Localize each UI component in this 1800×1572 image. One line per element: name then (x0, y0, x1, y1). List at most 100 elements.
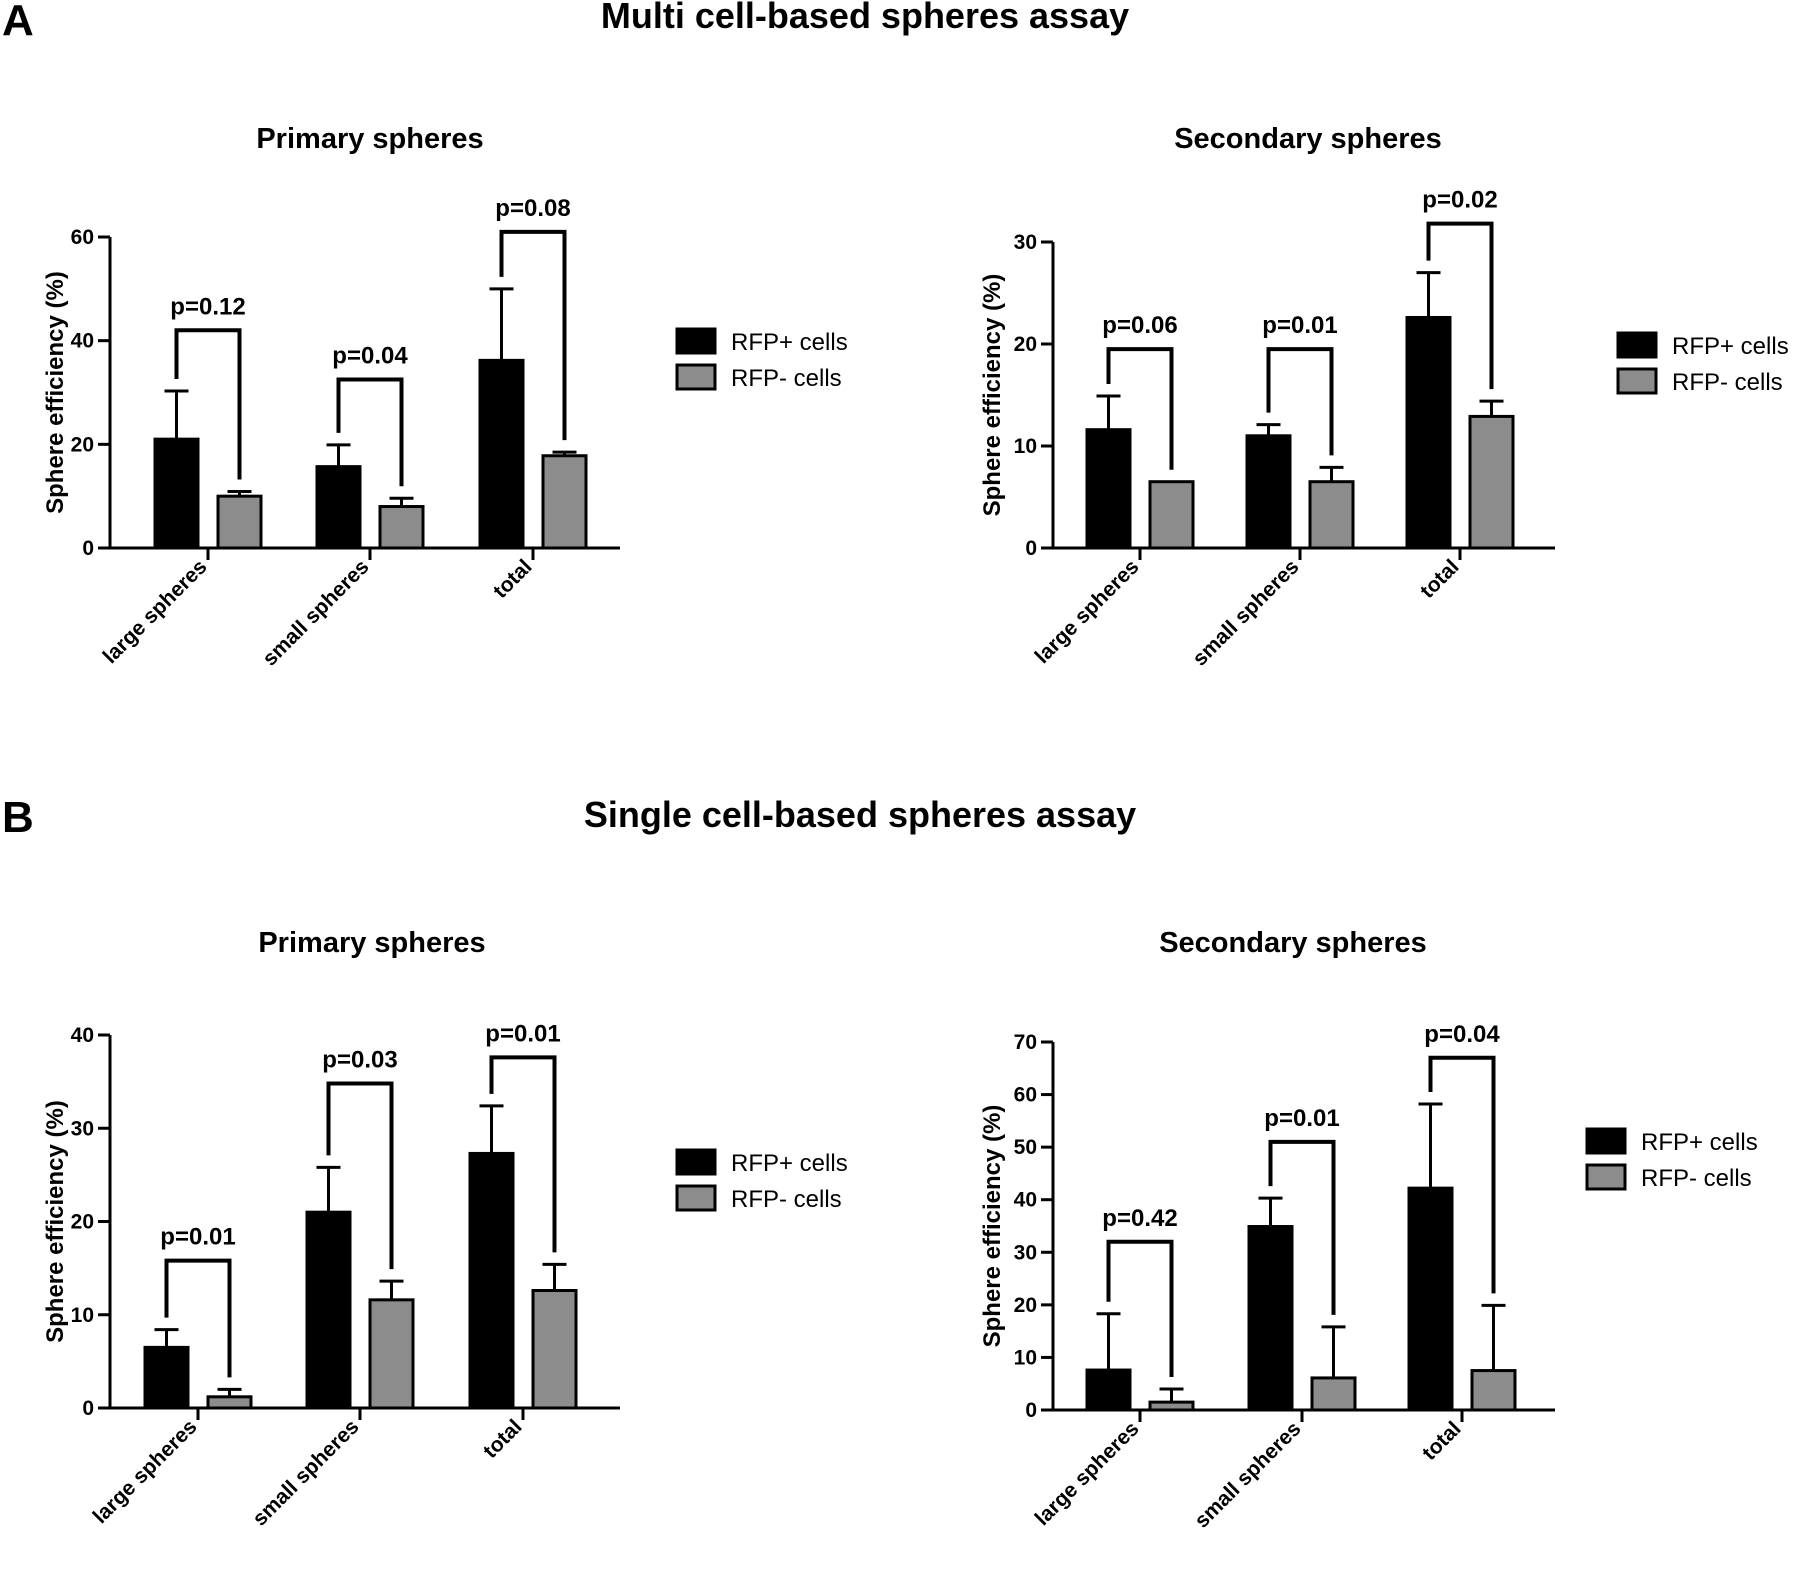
significance-bracket (1266, 347, 1334, 456)
y-tick-label: 0 (1025, 537, 1037, 560)
chart-title: Secondary spheres (1174, 123, 1442, 155)
panel-letter-b: B (2, 793, 34, 842)
panel-letter-a: A (2, 0, 34, 45)
category-label: total (1418, 1417, 1466, 1465)
y-tick-label: 20 (1014, 333, 1037, 356)
category-label: large spheres (1031, 1417, 1144, 1530)
bar-rfp-neg (541, 454, 588, 550)
bar-rfp-neg (378, 505, 425, 550)
y-tick-label: 10 (1014, 435, 1037, 458)
p-value-label: p=0.01 (1262, 312, 1337, 339)
bar-rfp-neg (1470, 1369, 1517, 1412)
y-axis-label: Sphere efficiency (%) (979, 274, 1006, 517)
bar-rfp-neg (1468, 414, 1515, 550)
p-value-label: p=0.03 (322, 1046, 397, 1073)
category-label: total (479, 1415, 527, 1463)
p-value-label: p=0.12 (170, 293, 245, 320)
legend-swatch-rfp-pos (1616, 331, 1658, 359)
significance-bracket (174, 328, 242, 480)
significance-bracket (164, 1258, 232, 1378)
p-value-label: p=0.04 (332, 343, 408, 370)
p-value-label: p=0.08 (495, 195, 570, 222)
bar-rfp-pos (478, 358, 525, 550)
bar-rfp-pos (315, 465, 362, 550)
bar-rfp-pos (1405, 315, 1452, 550)
significance-bracket (1268, 1139, 1336, 1315)
bar-rfp-neg (1308, 480, 1355, 550)
y-tick-label: 40 (1014, 1189, 1037, 1212)
y-tick-label: 0 (82, 537, 94, 560)
p-value-label: p=0.42 (1102, 1205, 1177, 1232)
category-label: small spheres (258, 555, 373, 670)
legend-label: RFP+ cells (1641, 1129, 1758, 1156)
significance-bracket (489, 1055, 557, 1253)
y-tick-label: 70 (1014, 1031, 1037, 1054)
significance-bracket (1428, 1055, 1496, 1294)
category-label: large spheres (1031, 555, 1144, 668)
y-tick-label: 30 (1014, 231, 1037, 254)
chart-title: Primary spheres (256, 123, 483, 155)
bar-rfp-pos (143, 1345, 190, 1410)
significance-bracket (499, 229, 567, 441)
p-value-label: p=0.04 (1424, 1021, 1500, 1048)
y-tick-label: 50 (1014, 1136, 1037, 1159)
bar-rfp-neg (206, 1395, 253, 1410)
legend-swatch-rfp-pos (675, 327, 717, 355)
category-label: total (489, 555, 537, 603)
significance-bracket (1106, 347, 1174, 470)
legend-swatch-rfp-neg (1616, 367, 1658, 395)
y-tick-label: 40 (71, 330, 94, 353)
chart-b-secondary: Secondary spheres Sphere efficiency (%) 0 1… (979, 927, 1758, 1533)
significance-bracket (1426, 221, 1494, 390)
bar-rfp-pos (153, 437, 200, 550)
bar-rfp-pos (1247, 1225, 1294, 1412)
p-value-label: p=0.06 (1102, 312, 1177, 339)
y-tick-label: 20 (71, 1211, 94, 1234)
bar-rfp-pos (305, 1210, 352, 1410)
y-tick-label: 30 (71, 1117, 94, 1140)
chart-a-secondary: Secondary spheres Sphere efficiency (%) 0 1… (979, 123, 1789, 671)
bar-rfp-pos (1245, 434, 1292, 550)
y-tick-label: 20 (1014, 1294, 1037, 1317)
p-value-label: p=0.01 (160, 1224, 235, 1251)
y-tick-label: 0 (82, 1397, 94, 1420)
y-tick-label: 20 (71, 433, 94, 456)
category-label: small spheres (1188, 555, 1303, 670)
category-label: small spheres (248, 1415, 363, 1530)
legend-swatch-rfp-neg (1585, 1163, 1627, 1191)
legend-label: RFP+ cells (1672, 333, 1789, 360)
y-axis-label: Sphere efficiency (%) (42, 271, 69, 514)
legend-swatch-rfp-pos (675, 1148, 717, 1176)
legend-label: RFP- cells (731, 365, 842, 392)
bar-rfp-neg (1310, 1376, 1357, 1412)
section-title-a: Multi cell-based spheres assay (601, 0, 1129, 36)
y-tick-label: 60 (71, 226, 94, 249)
legend-label: RFP- cells (1641, 1165, 1752, 1192)
bar-rfp-neg (216, 494, 263, 550)
legend-label: RFP- cells (731, 1186, 842, 1213)
legend-swatch-rfp-neg (675, 363, 717, 391)
y-axis-label: Sphere efficiency (%) (42, 1100, 69, 1343)
chart-title: Secondary spheres (1159, 927, 1427, 959)
legend-label: RFP- cells (1672, 369, 1783, 396)
section-title-b: Single cell-based spheres assay (584, 794, 1136, 835)
y-tick-label: 10 (71, 1304, 94, 1327)
significance-bracket (326, 1081, 394, 1270)
category-label: large spheres (89, 1415, 202, 1528)
chart-title: Primary spheres (258, 927, 485, 959)
chart-b-primary: Primary spheres Sphere efficiency (%) 0 10 2… (42, 927, 848, 1531)
bar-rfp-neg (1148, 480, 1195, 550)
p-value-label: p=0.01 (485, 1020, 560, 1047)
y-tick-label: 40 (71, 1024, 94, 1047)
bar-rfp-pos (1085, 428, 1132, 550)
category-label: total (1416, 555, 1464, 603)
y-tick-label: 0 (1025, 1399, 1037, 1422)
bar-rfp-pos (1085, 1368, 1132, 1412)
chart-a-primary: Primary spheres Sphere efficiency (%) 0 20 4… (42, 123, 848, 671)
bar-rfp-neg (368, 1298, 415, 1410)
legend-swatch-rfp-pos (1585, 1127, 1627, 1155)
legend-label: RFP+ cells (731, 1150, 848, 1177)
bar-rfp-neg (531, 1289, 578, 1410)
category-label: small spheres (1190, 1417, 1305, 1532)
